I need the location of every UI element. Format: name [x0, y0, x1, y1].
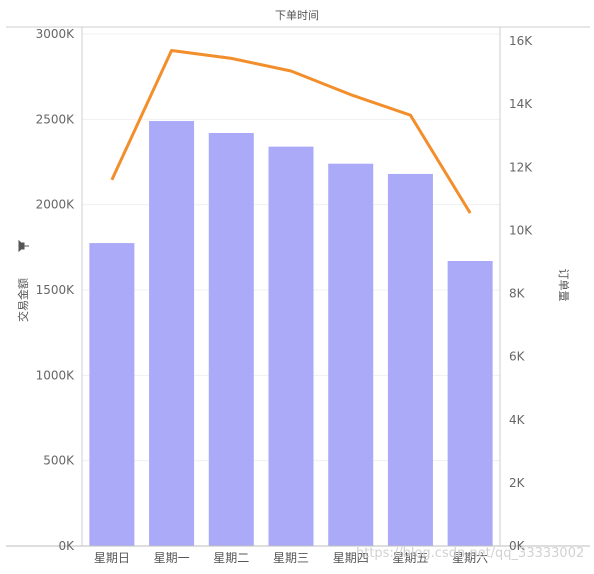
bar-series: [89, 121, 492, 546]
pin-icon: [19, 241, 29, 251]
bar: [149, 121, 194, 546]
bar: [89, 243, 134, 546]
left-tick-label: 0K: [58, 539, 75, 553]
right-tick-label: 16K: [509, 34, 533, 48]
right-tick-label: 8K: [509, 287, 526, 301]
left-axis-title: 交易金额: [16, 278, 30, 322]
bar: [209, 133, 254, 546]
left-tick-label: 3000K: [36, 27, 76, 41]
bar: [328, 164, 373, 546]
left-tick-labels: 0K 500K 1000K 1500K 2000K 2500K 3000K: [36, 27, 76, 553]
left-tick-label: 500K: [43, 454, 75, 468]
category-label: 星期一: [154, 551, 190, 565]
right-tick-label: 6K: [509, 350, 526, 364]
right-tick-label: 2K: [509, 476, 526, 490]
right-tick-label: 10K: [509, 223, 533, 237]
watermark: https://blog.csdn.net/qq_33333002: [356, 546, 584, 561]
right-tick-label: 12K: [509, 160, 533, 174]
left-tick-label: 2500K: [36, 112, 76, 126]
category-label: 星期日: [94, 551, 130, 565]
left-tick-label: 1500K: [36, 283, 76, 297]
category-label: 星期二: [213, 551, 249, 565]
bar: [448, 261, 493, 546]
right-tick-label: 14K: [509, 97, 533, 111]
bar: [388, 174, 433, 546]
left-tick-label: 2000K: [36, 198, 76, 212]
bar: [269, 147, 314, 546]
right-axis-title: 订单量: [557, 269, 570, 302]
left-tick-label: 1000K: [36, 368, 76, 382]
right-tick-label: 4K: [509, 413, 526, 427]
chart-title: 下单时间: [275, 9, 319, 22]
category-label: 星期三: [273, 551, 309, 565]
